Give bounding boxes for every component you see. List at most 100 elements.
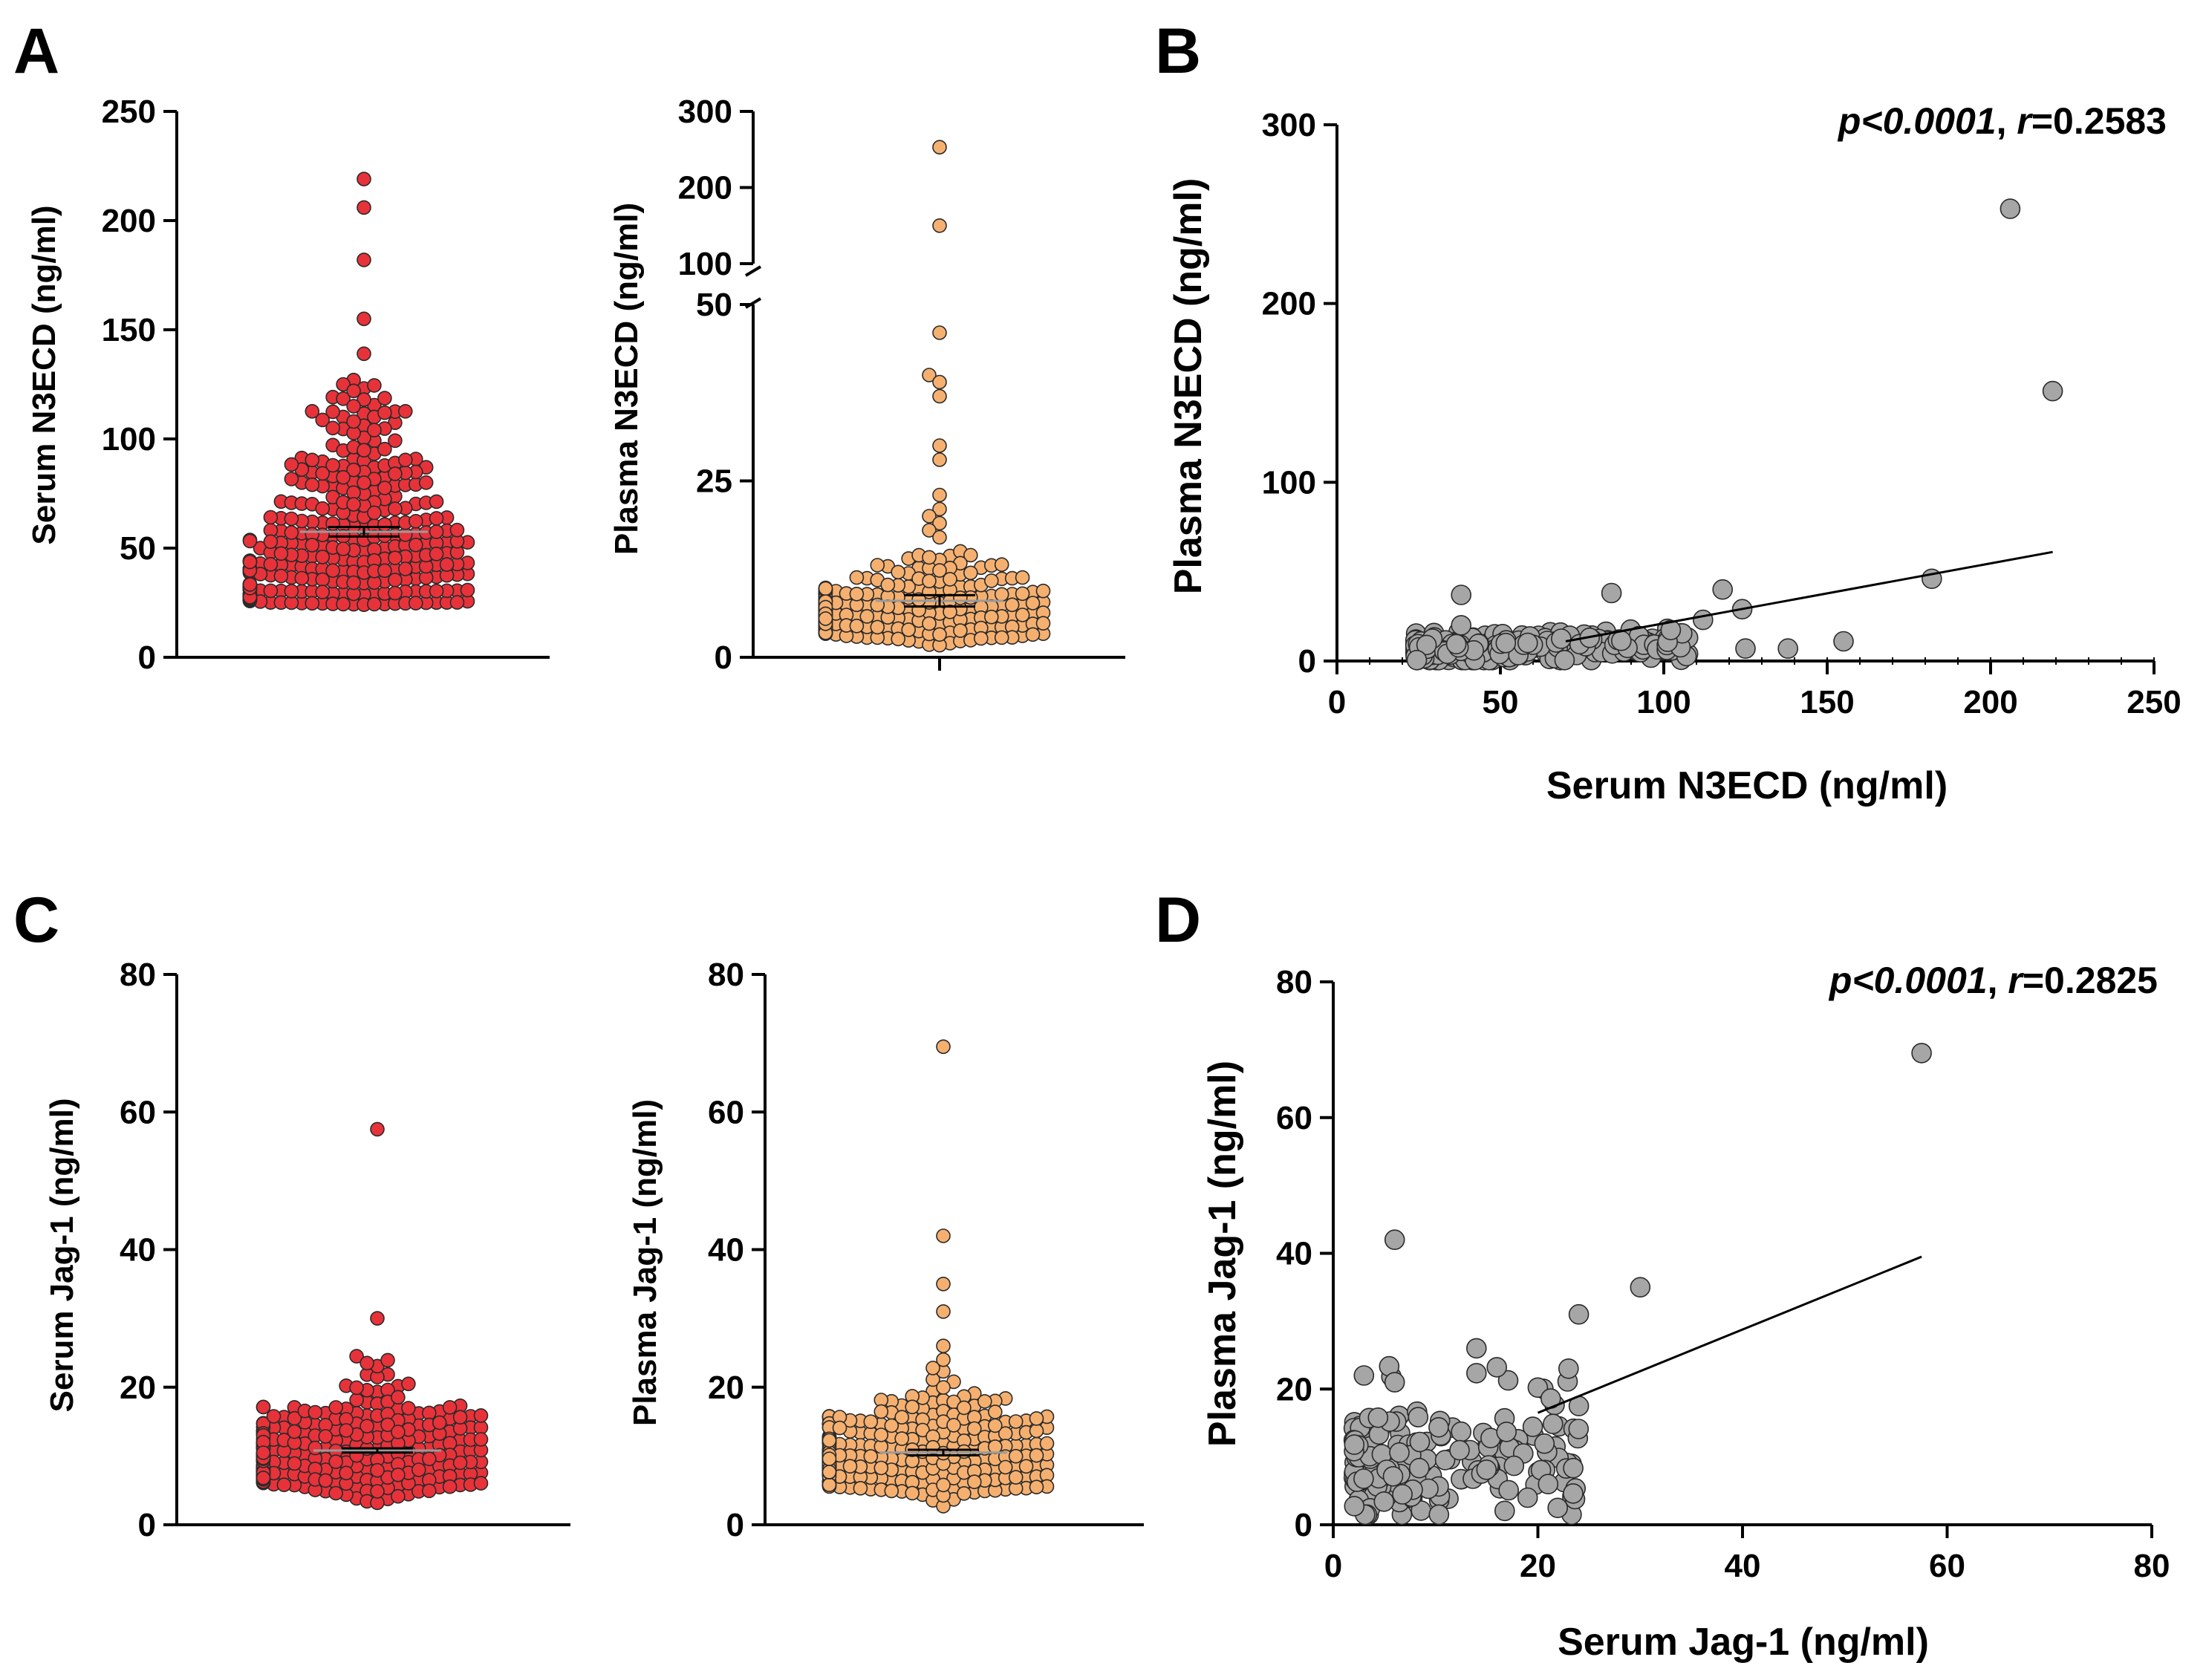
data-point	[1015, 570, 1030, 585]
tick-label: 25	[696, 463, 732, 500]
data-point	[325, 420, 340, 436]
data-point	[932, 487, 947, 503]
data-point	[336, 541, 351, 556]
data-point	[821, 1465, 837, 1479]
data-point	[318, 1429, 333, 1444]
data-point	[346, 497, 361, 512]
data-point	[1018, 1459, 1034, 1474]
tick-label: 150	[102, 312, 156, 348]
data-point	[1025, 627, 1041, 642]
tick-label: 0	[726, 1507, 744, 1543]
tick-label: 200	[102, 203, 156, 239]
data-point	[1494, 1500, 1515, 1522]
data-point	[421, 1451, 437, 1467]
data-point	[1498, 1479, 1519, 1501]
data-point	[988, 1439, 1003, 1454]
data-point	[894, 1410, 909, 1425]
data-point	[346, 575, 361, 590]
data-point	[388, 501, 403, 516]
data-point	[256, 1445, 271, 1460]
data-point	[849, 586, 865, 602]
data-point	[1451, 615, 1471, 636]
data-point	[397, 403, 413, 419]
data-point	[357, 392, 371, 407]
data-point	[922, 509, 937, 524]
data-point	[460, 582, 475, 598]
data-point	[429, 511, 444, 526]
data-point	[473, 1432, 489, 1447]
data-point	[328, 1485, 344, 1501]
data-point	[432, 1415, 447, 1430]
data-point	[821, 1433, 837, 1448]
data-point	[325, 458, 340, 473]
data-point	[1039, 1436, 1055, 1451]
data-point	[1384, 1372, 1405, 1393]
data-point	[370, 1484, 385, 1499]
data-point	[984, 573, 999, 588]
data-point	[370, 1121, 385, 1137]
data-point	[397, 561, 413, 576]
data-point	[349, 1393, 364, 1407]
data-point	[994, 630, 1009, 645]
data-point	[305, 477, 320, 492]
data-point	[336, 391, 351, 406]
data-point	[818, 611, 833, 626]
data-point	[936, 1477, 951, 1493]
data-point	[242, 554, 258, 570]
data-point	[266, 1409, 282, 1424]
data-point	[391, 1488, 406, 1504]
data-point	[1911, 1043, 1932, 1064]
data-point	[421, 1405, 437, 1421]
data-point	[408, 513, 423, 529]
data-point	[284, 472, 299, 486]
data-point	[1568, 1419, 1590, 1439]
data-point	[449, 522, 465, 538]
data-point	[1522, 1416, 1543, 1437]
tick-label: 80	[708, 957, 744, 993]
data-point	[357, 443, 371, 458]
tick-label: 0	[1328, 684, 1346, 720]
data-point	[936, 1039, 951, 1055]
data-point	[894, 1431, 909, 1446]
data-point	[1428, 1504, 1450, 1526]
data-point	[936, 1228, 951, 1243]
tick-label: 60	[1929, 1548, 1965, 1584]
data-point	[884, 1483, 899, 1499]
data-point	[418, 475, 434, 490]
y-axis-title: Plasma Jag-1 (ng/ml)	[627, 1099, 663, 1426]
data-point	[1406, 649, 1428, 671]
data-point	[1630, 1277, 1651, 1298]
data-point	[891, 564, 905, 580]
data-point	[936, 1304, 951, 1319]
stat-annotation: p<0.0001, r=0.2583	[1837, 100, 2167, 142]
data-point	[873, 1460, 889, 1476]
data-point	[359, 1355, 374, 1371]
stat-sep: ,	[1988, 960, 2008, 1001]
data-point	[1496, 1422, 1517, 1442]
data-point	[977, 1394, 992, 1409]
data-point	[873, 1427, 889, 1442]
data-point	[276, 1477, 292, 1492]
data-point	[421, 1483, 437, 1499]
data-point	[1611, 630, 1632, 651]
y-axis-title: Plasma Jag-1 (ng/ml)	[1201, 1061, 1244, 1447]
tick-label: 100	[678, 246, 732, 282]
data-point	[318, 1473, 333, 1488]
tick-label: 200	[678, 170, 732, 206]
data-point	[922, 368, 937, 382]
data-point	[367, 423, 382, 437]
data-point	[242, 533, 258, 549]
data-point	[357, 253, 371, 267]
data-point	[284, 584, 299, 599]
data-point	[328, 1400, 344, 1415]
data-point	[1409, 1431, 1431, 1453]
data-point	[832, 1420, 847, 1436]
data-point	[263, 509, 279, 525]
data-point	[315, 585, 331, 599]
data-point	[943, 572, 957, 587]
tick-label: 0	[1295, 1507, 1312, 1543]
data-point	[870, 619, 885, 635]
data-point	[349, 1380, 364, 1396]
data-point	[391, 1425, 406, 1439]
data-point	[1344, 1496, 1365, 1517]
